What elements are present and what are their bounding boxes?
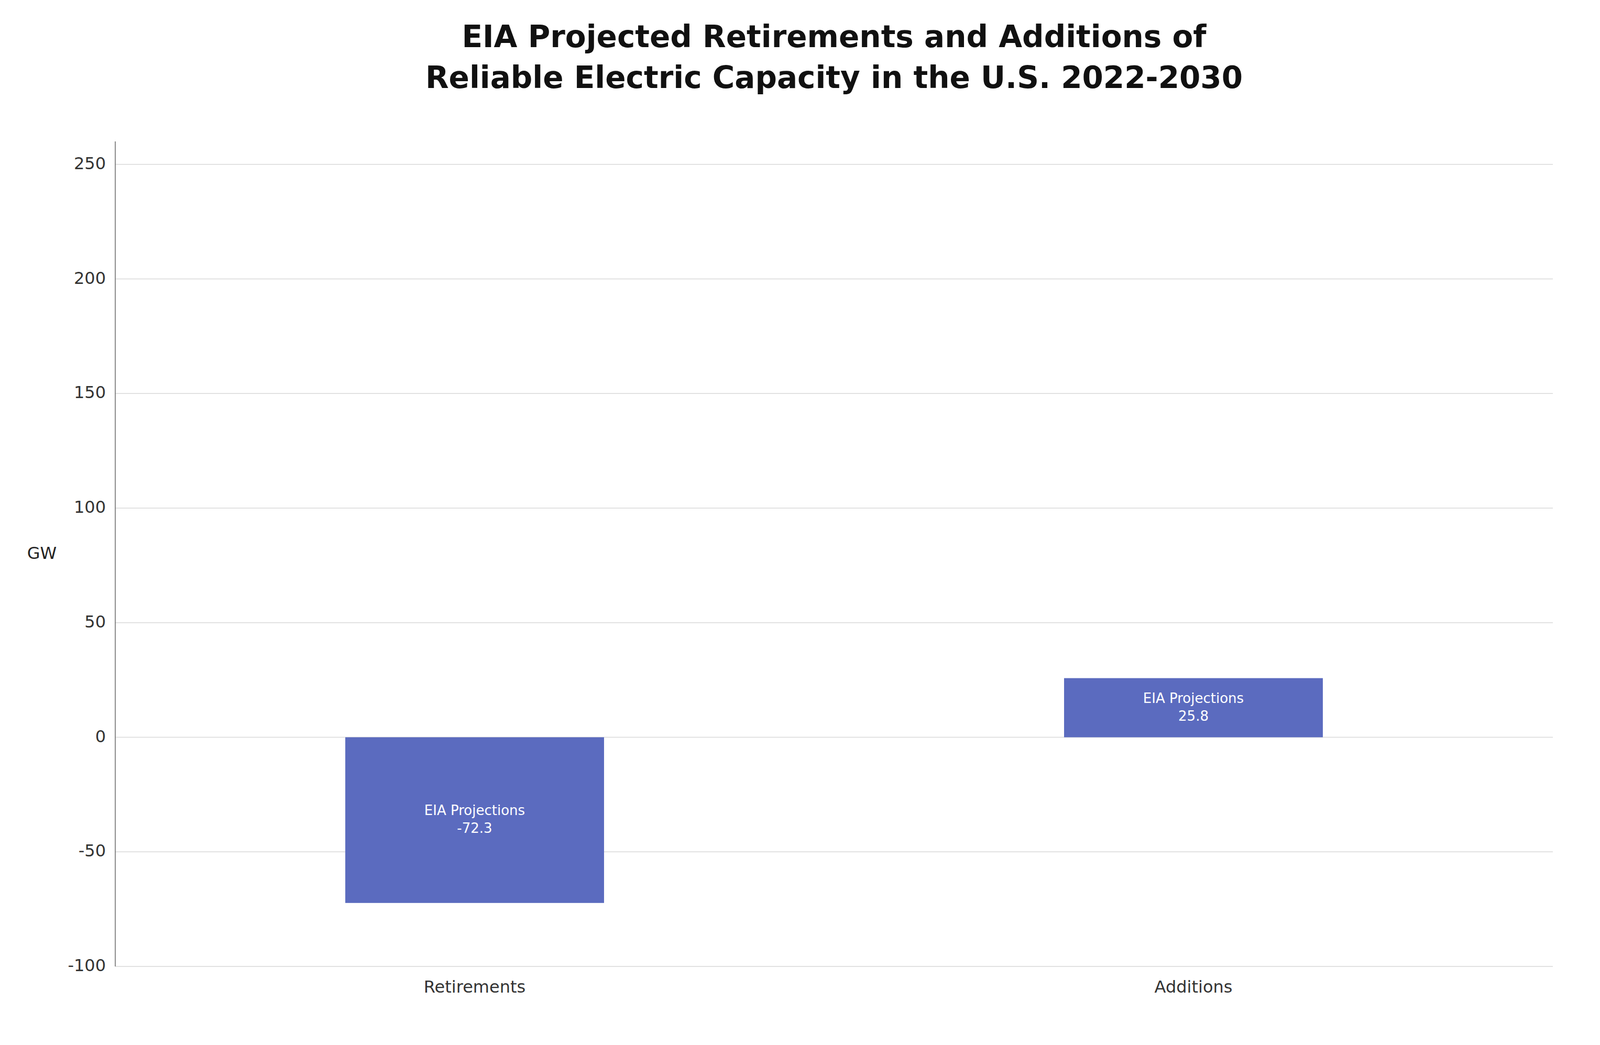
- title: EIA Projected Retirements and Additions …: [425, 18, 1243, 96]
- title-line: EIA Projected Retirements and Additions …: [461, 18, 1207, 55]
- data-label: -72.3: [456, 820, 492, 837]
- grid-line: [115, 966, 1553, 968]
- x-tick-label: Retirements: [423, 977, 526, 997]
- grid-line: [115, 163, 1553, 166]
- annotation: EIA Projections: [424, 802, 525, 819]
- page: {"chart_data": {"type": "bar", "title": …: [0, 0, 1600, 1045]
- bar: [1064, 678, 1323, 738]
- y-tick-label: 100: [73, 497, 106, 518]
- data-label: 25.8: [1178, 708, 1209, 725]
- y-tick-label: 150: [73, 382, 106, 403]
- chart-container: -100-50050100150200250EIA Projections-72…: [0, 0, 1600, 1045]
- chart-svg: -100-50050100150200250EIA Projections-72…: [0, 0, 1600, 1045]
- y-tick-label: 0: [95, 726, 106, 747]
- y-tick-label: -100: [67, 955, 106, 976]
- y-tick-label: 50: [84, 611, 106, 632]
- grid-line: [115, 851, 1553, 853]
- y-tick-label: 200: [73, 268, 106, 289]
- grid-line: [115, 393, 1553, 395]
- x-ticks: Retirements Additions: [423, 977, 1233, 997]
- annotation: EIA Projections: [1143, 690, 1244, 707]
- y-axis-label: GW: [27, 543, 57, 564]
- bars: [345, 678, 1323, 904]
- x-tick-label: Additions: [1154, 977, 1233, 997]
- grid-line: [115, 737, 1553, 739]
- grid: [115, 164, 1553, 967]
- y-ticks: -100 -50 0 50 100 150 200 250: [67, 153, 106, 976]
- grid-line: [115, 278, 1553, 280]
- bar: [345, 737, 605, 904]
- grid-line: [115, 622, 1553, 624]
- grid-line: [115, 507, 1553, 509]
- y-axis-line: [114, 141, 116, 967]
- data-labels: EIA Projections-72.3EIA Projections25.8: [424, 690, 1244, 837]
- y-tick-label: -50: [78, 840, 106, 861]
- y-tick-label: 250: [73, 153, 106, 174]
- title-line: Reliable Electric Capacity in the U.S. 2…: [425, 59, 1243, 96]
